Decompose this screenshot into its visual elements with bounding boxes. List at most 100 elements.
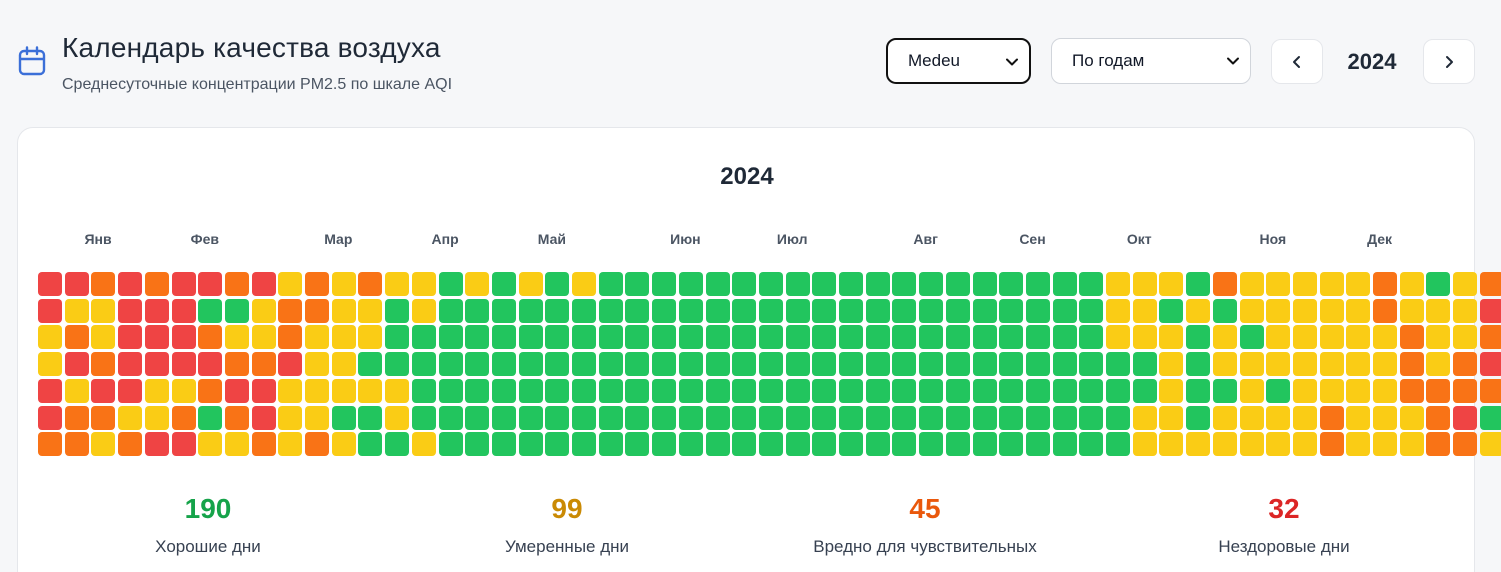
- day-cell-moderate[interactable]: [1319, 298, 1344, 323]
- day-cell-good[interactable]: [625, 405, 650, 430]
- day-cell-sensitive[interactable]: [91, 272, 116, 296]
- day-cell-moderate[interactable]: [251, 325, 276, 350]
- day-cell-sensitive[interactable]: [38, 432, 62, 457]
- day-cell-moderate[interactable]: [64, 298, 89, 323]
- day-cell-moderate[interactable]: [385, 378, 410, 403]
- day-cell-unhealthy[interactable]: [278, 352, 303, 377]
- day-cell-sensitive[interactable]: [91, 352, 116, 377]
- prev-year-button[interactable]: [1271, 39, 1323, 84]
- day-cell-good[interactable]: [652, 378, 677, 403]
- day-cell-good[interactable]: [758, 405, 783, 430]
- day-cell-good[interactable]: [598, 378, 623, 403]
- day-cell-moderate[interactable]: [305, 352, 329, 377]
- day-cell-good[interactable]: [465, 352, 490, 377]
- day-cell-good[interactable]: [331, 405, 356, 430]
- day-cell-moderate[interactable]: [1212, 432, 1237, 457]
- day-cell-sensitive[interactable]: [1426, 378, 1451, 403]
- day-cell-moderate[interactable]: [385, 405, 410, 430]
- day-cell-good[interactable]: [705, 432, 730, 457]
- day-cell-good[interactable]: [865, 432, 890, 457]
- day-cell-unhealthy[interactable]: [118, 325, 143, 350]
- day-cell-good[interactable]: [358, 352, 383, 377]
- day-cell-moderate[interactable]: [1479, 432, 1501, 457]
- day-cell-sensitive[interactable]: [1479, 325, 1501, 350]
- day-cell-unhealthy[interactable]: [64, 272, 89, 296]
- day-cell-moderate[interactable]: [224, 325, 249, 350]
- day-cell-unhealthy[interactable]: [118, 378, 143, 403]
- day-cell-good[interactable]: [678, 378, 703, 403]
- day-cell-unhealthy[interactable]: [171, 432, 196, 457]
- day-cell-moderate[interactable]: [1373, 432, 1397, 457]
- station-select[interactable]: Medeu: [886, 38, 1031, 84]
- day-cell-unhealthy[interactable]: [251, 378, 276, 403]
- day-cell-sensitive[interactable]: [1319, 405, 1344, 430]
- period-select[interactable]: По годам: [1051, 38, 1251, 84]
- day-cell-moderate[interactable]: [1399, 405, 1424, 430]
- day-cell-unhealthy[interactable]: [1479, 298, 1501, 323]
- day-cell-good[interactable]: [865, 298, 890, 323]
- day-cell-good[interactable]: [572, 352, 596, 377]
- day-cell-good[interactable]: [1025, 378, 1050, 403]
- day-cell-moderate[interactable]: [411, 272, 436, 296]
- day-cell-good[interactable]: [972, 298, 997, 323]
- day-cell-moderate[interactable]: [38, 352, 62, 377]
- day-cell-moderate[interactable]: [1292, 298, 1317, 323]
- day-cell-good[interactable]: [1079, 325, 1104, 350]
- day-cell-moderate[interactable]: [1212, 325, 1237, 350]
- day-cell-unhealthy[interactable]: [118, 272, 143, 296]
- day-cell-sensitive[interactable]: [251, 432, 276, 457]
- day-cell-good[interactable]: [518, 432, 543, 457]
- day-cell-good[interactable]: [972, 378, 997, 403]
- day-cell-sensitive[interactable]: [64, 325, 89, 350]
- day-cell-good[interactable]: [1052, 325, 1077, 350]
- day-cell-good[interactable]: [465, 325, 490, 350]
- day-cell-moderate[interactable]: [171, 378, 196, 403]
- day-cell-sensitive[interactable]: [64, 432, 89, 457]
- day-cell-sensitive[interactable]: [278, 298, 303, 323]
- day-cell-good[interactable]: [518, 378, 543, 403]
- day-cell-moderate[interactable]: [1186, 432, 1211, 457]
- day-cell-moderate[interactable]: [1346, 432, 1371, 457]
- day-cell-good[interactable]: [732, 378, 757, 403]
- day-cell-moderate[interactable]: [411, 298, 436, 323]
- day-cell-good[interactable]: [598, 432, 623, 457]
- day-cell-unhealthy[interactable]: [224, 378, 249, 403]
- day-cell-moderate[interactable]: [91, 325, 116, 350]
- day-cell-moderate[interactable]: [1266, 432, 1291, 457]
- day-cell-sensitive[interactable]: [1479, 272, 1501, 296]
- day-cell-good[interactable]: [1186, 378, 1211, 403]
- day-cell-moderate[interactable]: [64, 378, 89, 403]
- day-cell-sensitive[interactable]: [171, 405, 196, 430]
- day-cell-good[interactable]: [1159, 298, 1184, 323]
- day-cell-moderate[interactable]: [1239, 272, 1264, 296]
- day-cell-moderate[interactable]: [1453, 272, 1478, 296]
- day-cell-moderate[interactable]: [1159, 405, 1184, 430]
- day-cell-moderate[interactable]: [1212, 405, 1237, 430]
- day-cell-good[interactable]: [652, 272, 677, 296]
- day-cell-good[interactable]: [1079, 352, 1104, 377]
- day-cell-sensitive[interactable]: [1399, 352, 1424, 377]
- day-cell-good[interactable]: [785, 272, 810, 296]
- day-cell-moderate[interactable]: [1399, 272, 1424, 296]
- day-cell-good[interactable]: [732, 352, 757, 377]
- day-cell-good[interactable]: [1426, 272, 1451, 296]
- day-cell-good[interactable]: [438, 432, 463, 457]
- day-cell-good[interactable]: [1106, 378, 1130, 403]
- day-cell-good[interactable]: [1132, 378, 1157, 403]
- day-cell-good[interactable]: [972, 405, 997, 430]
- day-cell-moderate[interactable]: [1239, 298, 1264, 323]
- day-cell-moderate[interactable]: [1319, 378, 1344, 403]
- day-cell-good[interactable]: [732, 405, 757, 430]
- day-cell-moderate[interactable]: [1453, 325, 1478, 350]
- day-cell-good[interactable]: [839, 298, 863, 323]
- day-cell-moderate[interactable]: [358, 298, 383, 323]
- day-cell-good[interactable]: [465, 298, 490, 323]
- day-cell-unhealthy[interactable]: [144, 432, 169, 457]
- day-cell-moderate[interactable]: [278, 432, 303, 457]
- day-cell-unhealthy[interactable]: [91, 378, 116, 403]
- day-cell-moderate[interactable]: [411, 432, 436, 457]
- day-cell-good[interactable]: [491, 432, 516, 457]
- day-cell-good[interactable]: [465, 432, 490, 457]
- day-cell-good[interactable]: [545, 298, 570, 323]
- day-cell-good[interactable]: [705, 378, 730, 403]
